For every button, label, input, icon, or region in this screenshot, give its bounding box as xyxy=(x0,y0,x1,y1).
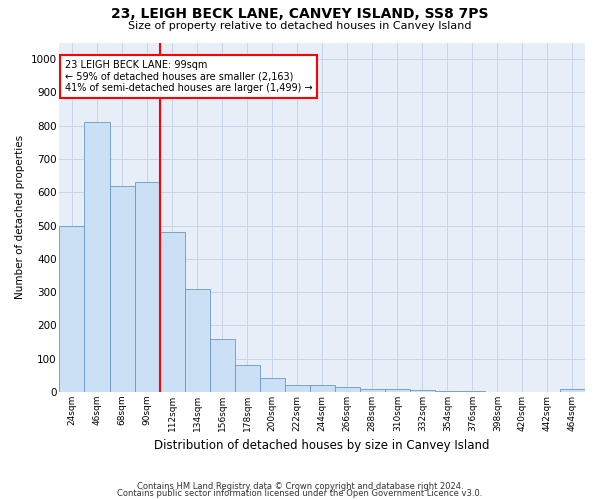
Text: Size of property relative to detached houses in Canvey Island: Size of property relative to detached ho… xyxy=(128,21,472,31)
Bar xyxy=(260,378,284,392)
Bar xyxy=(110,186,134,392)
Bar xyxy=(335,387,360,392)
Bar xyxy=(85,122,110,392)
Bar xyxy=(235,366,260,392)
Bar xyxy=(134,182,160,392)
X-axis label: Distribution of detached houses by size in Canvey Island: Distribution of detached houses by size … xyxy=(154,440,490,452)
Bar xyxy=(560,388,585,392)
Bar xyxy=(385,390,410,392)
Bar xyxy=(410,390,435,392)
Bar xyxy=(185,289,209,392)
Bar xyxy=(310,386,335,392)
Bar xyxy=(160,232,185,392)
Bar xyxy=(435,391,460,392)
Bar xyxy=(209,339,235,392)
Bar xyxy=(59,226,85,392)
Bar xyxy=(284,384,310,392)
Text: 23 LEIGH BECK LANE: 99sqm
← 59% of detached houses are smaller (2,163)
41% of se: 23 LEIGH BECK LANE: 99sqm ← 59% of detac… xyxy=(65,60,313,93)
Y-axis label: Number of detached properties: Number of detached properties xyxy=(15,135,25,300)
Text: 23, LEIGH BECK LANE, CANVEY ISLAND, SS8 7PS: 23, LEIGH BECK LANE, CANVEY ISLAND, SS8 … xyxy=(111,8,489,22)
Text: Contains HM Land Registry data © Crown copyright and database right 2024.: Contains HM Land Registry data © Crown c… xyxy=(137,482,463,491)
Bar xyxy=(360,388,385,392)
Text: Contains public sector information licensed under the Open Government Licence v3: Contains public sector information licen… xyxy=(118,490,482,498)
